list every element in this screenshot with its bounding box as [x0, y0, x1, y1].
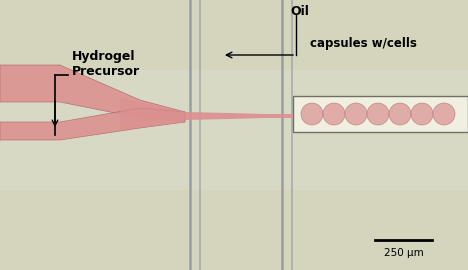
- Polygon shape: [185, 112, 280, 120]
- Bar: [0, 70, 468, 190]
- Circle shape: [367, 103, 389, 125]
- Bar: [293, 96, 468, 132]
- Polygon shape: [0, 65, 185, 122]
- Circle shape: [389, 103, 411, 125]
- Circle shape: [323, 103, 345, 125]
- Text: Hydrogel
Precursor: Hydrogel Precursor: [72, 50, 140, 78]
- Polygon shape: [120, 98, 185, 130]
- Circle shape: [345, 103, 367, 125]
- Text: Oil: Oil: [290, 5, 309, 18]
- Text: capsules w/cells: capsules w/cells: [310, 37, 417, 50]
- Circle shape: [411, 103, 433, 125]
- Polygon shape: [0, 108, 185, 140]
- Circle shape: [433, 103, 455, 125]
- Polygon shape: [280, 114, 293, 118]
- Text: 250 μm: 250 μm: [384, 248, 424, 258]
- Circle shape: [301, 103, 323, 125]
